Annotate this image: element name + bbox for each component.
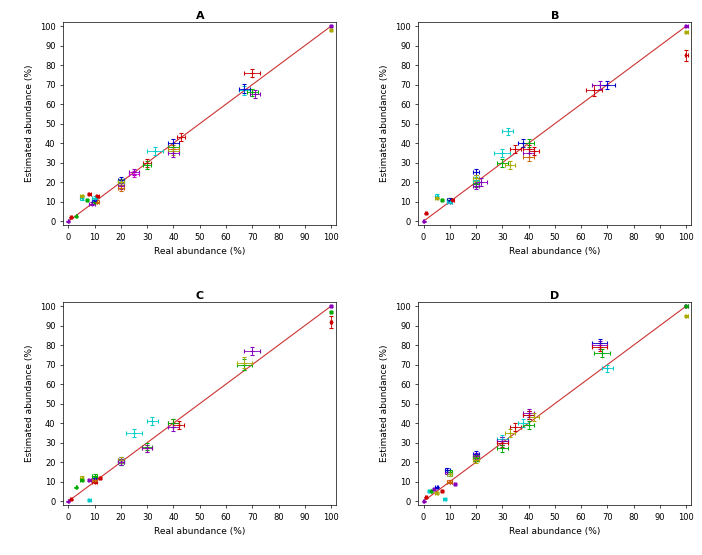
X-axis label: Real abundance (%): Real abundance (%) [154, 527, 246, 536]
Y-axis label: Estimated abundance (%): Estimated abundance (%) [25, 345, 34, 462]
Title: D: D [550, 291, 559, 301]
X-axis label: Real abundance (%): Real abundance (%) [509, 527, 601, 536]
Y-axis label: Estimated abundance (%): Estimated abundance (%) [25, 65, 34, 183]
Y-axis label: Estimated abundance (%): Estimated abundance (%) [380, 345, 390, 462]
Title: B: B [550, 12, 559, 22]
Title: C: C [196, 291, 204, 301]
X-axis label: Real abundance (%): Real abundance (%) [154, 248, 246, 256]
Y-axis label: Estimated abundance (%): Estimated abundance (%) [380, 65, 390, 183]
X-axis label: Real abundance (%): Real abundance (%) [509, 248, 601, 256]
Title: A: A [195, 12, 204, 22]
